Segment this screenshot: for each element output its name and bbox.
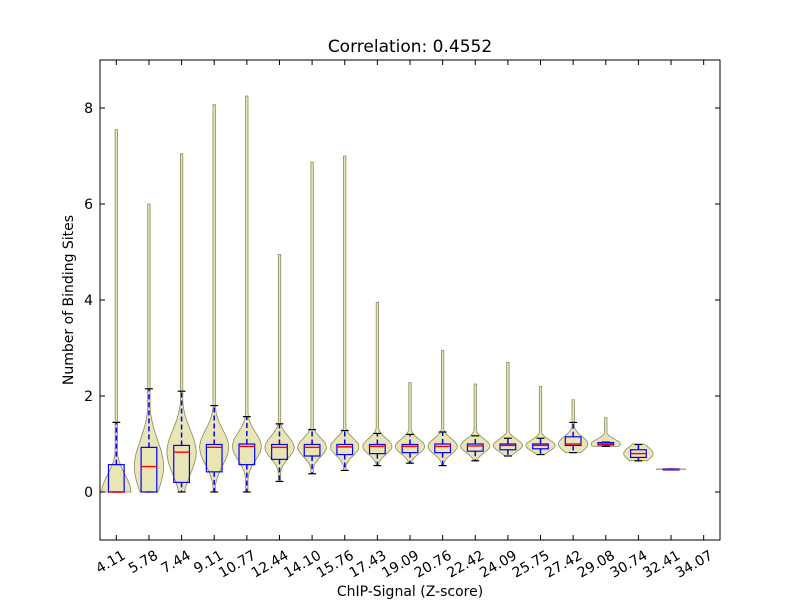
y-tick-label: 2 [84, 389, 93, 405]
x-tick-label: 7.44 [159, 548, 194, 577]
y-tick-label: 8 [84, 101, 93, 117]
y-tick-label: 4 [84, 293, 93, 309]
x-tick-label: 4.11 [93, 548, 128, 577]
y-tick-label: 6 [84, 197, 93, 213]
chart-title: Correlation: 0.4552 [328, 37, 492, 57]
x-axis-label: ChIP-Signal (Z-score) [337, 584, 483, 600]
x-tick-label: 5.78 [126, 548, 161, 577]
x-tick-label: 34.07 [673, 548, 716, 582]
y-axis-label: Number of Binding Sites [61, 215, 77, 385]
y-tick-label: 0 [84, 485, 93, 501]
